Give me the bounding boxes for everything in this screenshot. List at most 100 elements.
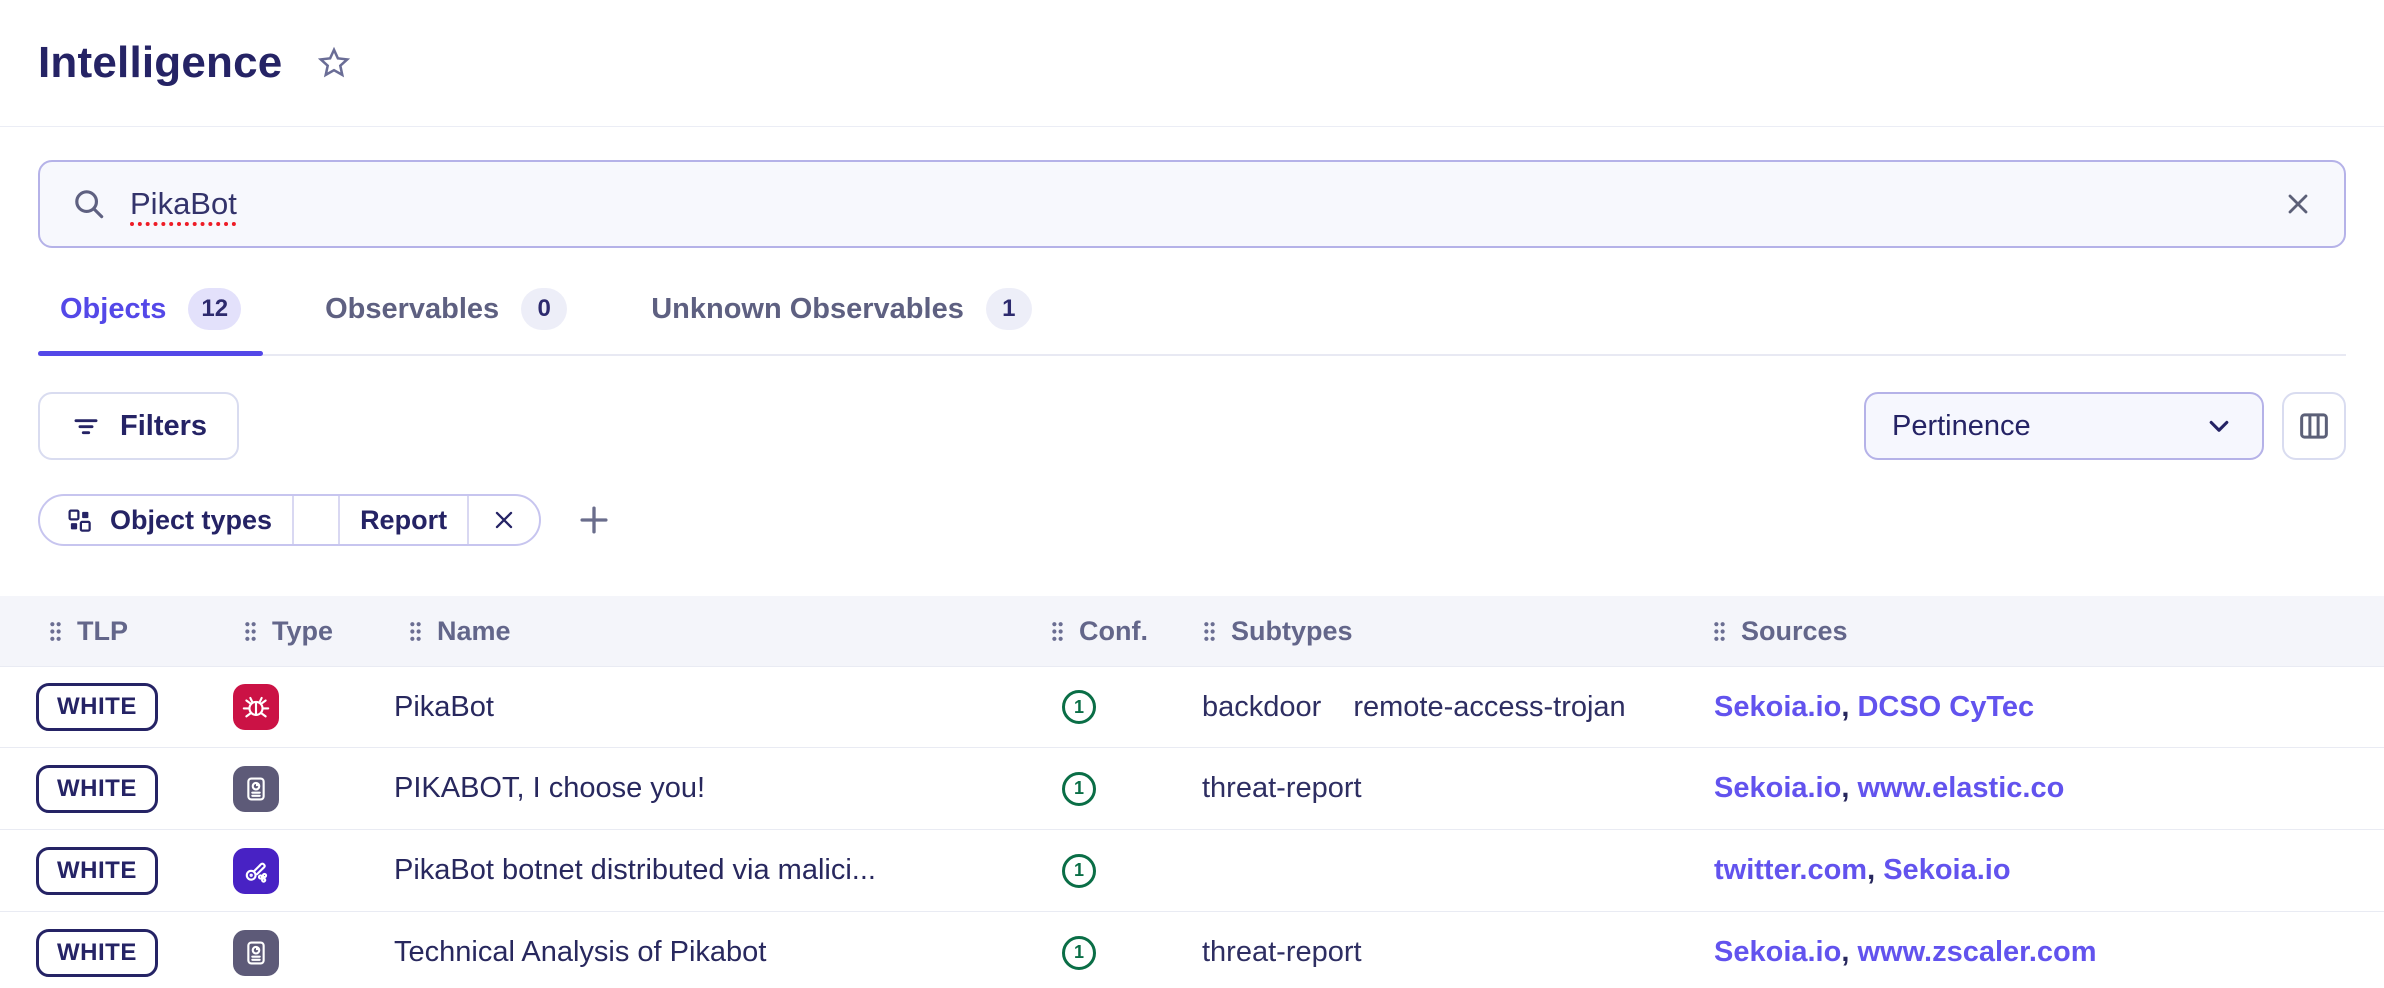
filter-value-label: Report bbox=[360, 504, 448, 535]
object-name: PikaBot bbox=[394, 690, 494, 723]
object-name: PikaBot botnet distributed via malici... bbox=[394, 854, 876, 886]
cell-confidence: 1 bbox=[1040, 690, 1192, 724]
cell-tlp: WHITE bbox=[0, 928, 225, 977]
tab-observables[interactable]: Observables 0 bbox=[321, 274, 571, 354]
table-row[interactable]: WHITE PikaBot botnet distributed via mal… bbox=[0, 830, 2384, 912]
tlp-badge: WHITE bbox=[36, 928, 158, 977]
chevron-down-icon bbox=[2202, 409, 2236, 443]
source-link[interactable]: www.elastic.co bbox=[1857, 772, 2065, 804]
column-header-name[interactable]: Name bbox=[392, 616, 1040, 647]
column-label: TLP bbox=[77, 615, 128, 646]
source-link[interactable]: DCSO CyTec bbox=[1857, 690, 2035, 723]
sort-selected-value: Pertinence bbox=[1892, 409, 2031, 442]
search-value: PikaBot bbox=[130, 186, 237, 221]
search-icon bbox=[70, 185, 108, 223]
source-separator: , bbox=[1841, 772, 1858, 804]
subtype-label: remote-access-trojan bbox=[1353, 690, 1626, 723]
filter-chip-field: Object types bbox=[40, 496, 292, 544]
tab-label: Objects bbox=[60, 292, 167, 325]
column-header-subtypes[interactable]: Subtypes bbox=[1192, 616, 1700, 647]
sort-select[interactable]: Pertinence bbox=[1864, 392, 2264, 460]
cell-tlp: WHITE bbox=[0, 683, 225, 731]
subtype-label: backdoor bbox=[1202, 690, 1322, 723]
table-row[interactable]: WHITE PIKABOT, I choose you! 1 threat-re… bbox=[0, 748, 2384, 830]
filter-icon bbox=[70, 410, 102, 442]
add-filter-button[interactable] bbox=[575, 501, 613, 539]
table-body: WHITE PikaBot 1 backdoor remote-access-tr… bbox=[0, 666, 2384, 988]
main-content: PikaBot Objects 12 Observables 0 Unknown… bbox=[0, 160, 2384, 988]
column-header-tlp[interactable]: TLP bbox=[0, 616, 225, 647]
source-link[interactable]: Sekoia.io bbox=[1883, 854, 2011, 886]
cell-confidence: 1 bbox=[1040, 935, 1192, 970]
cell-name: PIKABOT, I choose you! bbox=[392, 772, 1040, 805]
tab-unknown-observables[interactable]: Unknown Observables 1 bbox=[647, 274, 1036, 354]
cell-tlp: WHITE bbox=[0, 764, 225, 813]
cell-subtypes: backdoor remote-access-trojan bbox=[1192, 691, 1700, 724]
cell-sources: twitter.com, Sekoia.io bbox=[1700, 854, 2384, 887]
cell-name: PikaBot botnet distributed via malici... bbox=[392, 854, 1040, 887]
confidence-badge: 1 bbox=[1062, 853, 1096, 888]
cell-tlp: WHITE bbox=[0, 846, 225, 895]
confidence-badge: 1 bbox=[1062, 690, 1096, 724]
cell-type bbox=[225, 847, 392, 894]
source-link[interactable]: www.zscaler.com bbox=[1857, 936, 2097, 968]
tab-objects[interactable]: Objects 12 bbox=[37, 274, 264, 356]
report-icon bbox=[233, 765, 279, 812]
search-input[interactable]: PikaBot bbox=[38, 160, 2346, 248]
cell-name: PikaBot bbox=[392, 691, 1040, 724]
confidence-badge: 1 bbox=[1062, 771, 1096, 806]
cell-type bbox=[225, 765, 392, 812]
clear-search-icon[interactable] bbox=[2282, 188, 2314, 220]
column-header-sources[interactable]: Sources bbox=[1700, 616, 2384, 647]
object-name: Technical Analysis of Pikabot bbox=[394, 936, 767, 968]
tlp-badge: WHITE bbox=[36, 683, 158, 731]
filters-label: Filters bbox=[120, 409, 208, 442]
chip-divider bbox=[292, 496, 295, 544]
cell-confidence: 1 bbox=[1040, 771, 1192, 806]
source-link[interactable]: twitter.com bbox=[1714, 854, 1868, 886]
cell-sources: Sekoia.io, www.elastic.co bbox=[1700, 772, 2384, 805]
column-settings-button[interactable] bbox=[2282, 392, 2346, 460]
active-filters-row: Object types Report bbox=[38, 494, 2346, 546]
toolbar-right: Pertinence bbox=[1864, 392, 2346, 460]
cell-subtypes: threat-report bbox=[1192, 772, 1700, 805]
favorite-star-icon[interactable] bbox=[316, 45, 352, 81]
tab-count-badge: 1 bbox=[985, 288, 1032, 330]
tab-bar: Objects 12 Observables 0 Unknown Observa… bbox=[37, 274, 2346, 356]
cell-sources: Sekoia.io, www.zscaler.com bbox=[1700, 936, 2384, 969]
column-label: Subtypes bbox=[1231, 615, 1353, 646]
chip-operator-segment bbox=[294, 496, 338, 544]
tab-label: Observables bbox=[325, 292, 500, 325]
column-header-type[interactable]: Type bbox=[225, 616, 392, 647]
column-label: Name bbox=[437, 615, 511, 646]
cell-subtypes: threat-report bbox=[1192, 936, 1700, 969]
source-link[interactable]: Sekoia.io bbox=[1714, 690, 1842, 723]
report-icon bbox=[233, 929, 279, 976]
cannon-icon bbox=[233, 847, 279, 894]
drag-handle-icon[interactable] bbox=[243, 620, 258, 643]
filters-button[interactable]: Filters bbox=[38, 392, 240, 460]
column-label: Conf. bbox=[1079, 615, 1148, 646]
drag-handle-icon[interactable] bbox=[1712, 620, 1727, 643]
chip-divider bbox=[338, 496, 341, 544]
drag-handle-icon[interactable] bbox=[1050, 620, 1065, 643]
drag-handle-icon[interactable] bbox=[1202, 620, 1217, 643]
table-header-row: TLP Type Name Conf. Subtypes Sources bbox=[0, 596, 2384, 666]
columns-icon bbox=[2295, 407, 2333, 445]
remove-filter-icon[interactable] bbox=[469, 496, 539, 544]
table-row[interactable]: WHITE Technical Analysis of Pikabot 1 th… bbox=[0, 912, 2384, 988]
cell-type bbox=[225, 929, 392, 976]
confidence-badge: 1 bbox=[1062, 935, 1096, 970]
source-link[interactable]: Sekoia.io bbox=[1714, 772, 1842, 804]
subtype-label: threat-report bbox=[1202, 772, 1362, 804]
column-header-conf[interactable]: Conf. bbox=[1040, 616, 1192, 647]
subtype-label: threat-report bbox=[1202, 936, 1362, 968]
filter-chip[interactable]: Object types Report bbox=[38, 494, 542, 546]
bug-icon bbox=[233, 684, 279, 730]
cell-type bbox=[225, 684, 392, 730]
drag-handle-icon[interactable] bbox=[48, 620, 63, 643]
tab-count-badge: 0 bbox=[521, 288, 568, 330]
drag-handle-icon[interactable] bbox=[408, 620, 423, 643]
table-row[interactable]: WHITE PikaBot 1 backdoor remote-access-tr… bbox=[0, 666, 2384, 748]
source-link[interactable]: Sekoia.io bbox=[1714, 936, 1842, 968]
